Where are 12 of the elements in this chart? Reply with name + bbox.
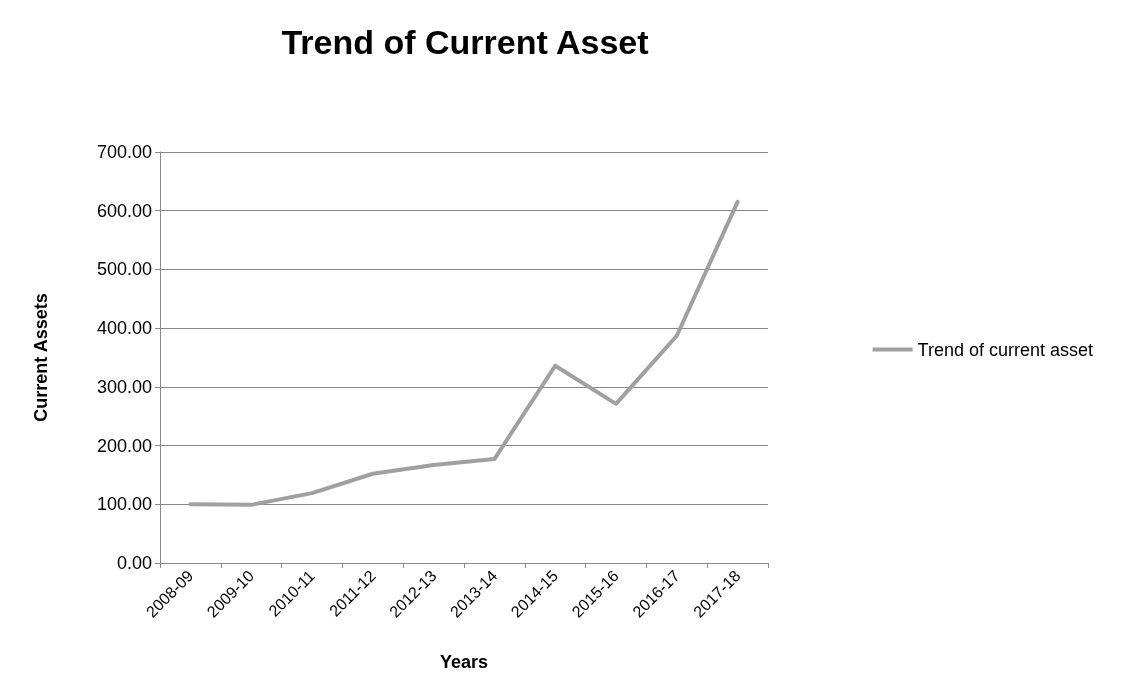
y-tick-label: 400.00 <box>96 318 152 339</box>
y-tick-label: 500.00 <box>96 259 152 280</box>
y-tick-label: 700.00 <box>96 142 152 162</box>
chart-title: Trend of Current Asset <box>281 23 649 61</box>
y-tick-label: 100.00 <box>96 494 152 515</box>
y-tick-label: 200.00 <box>96 435 152 456</box>
legend-label: Trend of current asset <box>917 339 1094 360</box>
y-tick-label: 0.00 <box>116 553 152 573</box>
y-tick-label: 300.00 <box>96 376 152 397</box>
x-axis-title: Years <box>439 652 489 672</box>
y-tick-label: 600.00 <box>96 200 152 221</box>
y-axis-title: Current Assets <box>31 293 51 422</box>
